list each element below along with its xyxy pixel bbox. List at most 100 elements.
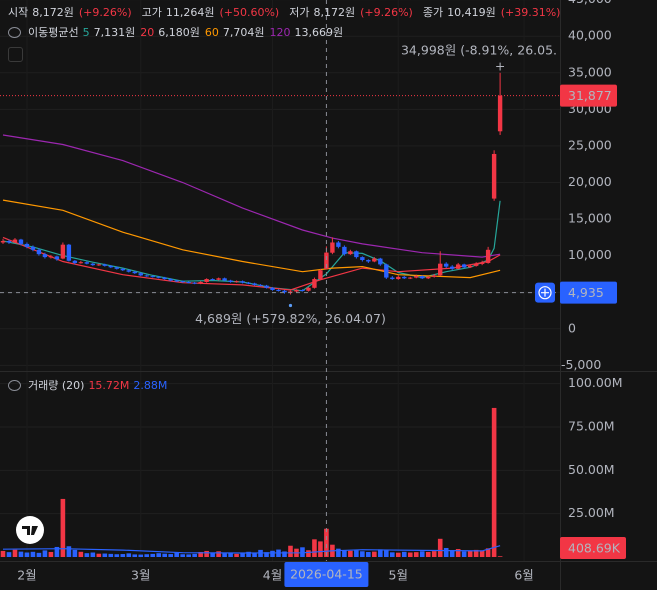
crosshair-x-label: 2026-04-15 bbox=[290, 567, 363, 582]
ohlc-change: (+39.31%) bbox=[500, 5, 561, 19]
candle-body bbox=[336, 242, 341, 247]
candle-body bbox=[420, 276, 425, 279]
visibility-icon[interactable] bbox=[8, 26, 21, 38]
volume-bar bbox=[264, 552, 269, 557]
volume-bar bbox=[90, 552, 96, 557]
candle-body bbox=[12, 239, 18, 243]
candle-body bbox=[216, 278, 221, 280]
x-tick-label: 3월 bbox=[131, 568, 150, 583]
volume-bar bbox=[234, 553, 239, 557]
volume-bar bbox=[30, 551, 36, 557]
visibility-icon[interactable] bbox=[8, 379, 21, 391]
volume-bar bbox=[186, 554, 191, 557]
candle-body bbox=[228, 280, 233, 282]
volume-bar bbox=[473, 549, 479, 557]
candle-body bbox=[288, 291, 293, 293]
x-tick-label: 5월 bbox=[389, 568, 408, 583]
ma-legend: 이동평균선 5 7,131원 20 6,180원 60 7,704원 120 13,669원 bbox=[8, 24, 344, 40]
volume-bar bbox=[378, 549, 383, 557]
crosshair-y-badge bbox=[560, 281, 617, 304]
last-volume-label: 408.69K bbox=[568, 541, 621, 556]
add-alert-icon bbox=[538, 286, 552, 300]
y-tick-label: 10,000 bbox=[568, 247, 612, 262]
volume-bar bbox=[72, 549, 78, 557]
volume-bar bbox=[168, 554, 173, 557]
volume-bar bbox=[306, 550, 311, 557]
candle-body bbox=[72, 260, 78, 263]
last-price-badge bbox=[560, 84, 617, 107]
volume-bar bbox=[342, 550, 347, 557]
y-tick-label: -5,000 bbox=[561, 357, 601, 372]
volume-bar bbox=[425, 551, 431, 557]
candle-body bbox=[276, 290, 281, 292]
candle-body bbox=[294, 290, 299, 292]
candle-body bbox=[174, 280, 179, 282]
volume-bar bbox=[78, 551, 84, 557]
volume-bar bbox=[180, 554, 185, 557]
high-marker: + bbox=[495, 58, 505, 73]
candle-body bbox=[150, 276, 155, 278]
y-tick-label: 40,000 bbox=[568, 28, 612, 43]
candle-body bbox=[198, 281, 203, 284]
candle-body bbox=[102, 264, 108, 266]
candle-body bbox=[342, 246, 347, 255]
low-note: 4,689원 (+579.82%, 26.04.07) bbox=[195, 311, 386, 326]
y-tick-label: 20,000 bbox=[568, 174, 612, 189]
y-tick-label: 0 bbox=[568, 320, 576, 335]
candle-body bbox=[66, 244, 72, 261]
ma-value: 7,131원 bbox=[93, 26, 136, 39]
candle-body bbox=[222, 278, 227, 281]
candle-body bbox=[414, 276, 419, 278]
candle-body bbox=[144, 275, 149, 277]
volume-legend: 거래량 (20) 15.72M 2.88M bbox=[8, 377, 167, 393]
volume-bar bbox=[389, 552, 395, 557]
volume-bar bbox=[443, 547, 449, 557]
ma-value: 13,669원 bbox=[294, 26, 344, 39]
candle-body bbox=[426, 276, 431, 279]
ohlc-change: (+50.60%) bbox=[219, 5, 280, 19]
ma-period: 20 bbox=[140, 25, 155, 39]
candle-body bbox=[6, 241, 12, 243]
volume-bar bbox=[210, 552, 215, 557]
volume-bar bbox=[222, 553, 227, 557]
candle-body bbox=[54, 256, 60, 260]
candle-body bbox=[132, 271, 137, 274]
collapse-button[interactable] bbox=[8, 47, 23, 62]
volume-bar bbox=[252, 552, 257, 557]
ohlc-change: (+9.26%) bbox=[78, 5, 132, 19]
candle-body bbox=[168, 279, 173, 281]
ohlc-value: 10,419원 bbox=[447, 6, 496, 19]
volume-bar bbox=[497, 556, 503, 557]
volume-bar bbox=[162, 553, 168, 557]
high-note: 34,998원 (-8.91%, 26.05. bbox=[401, 42, 557, 57]
volume-bar bbox=[318, 541, 323, 557]
volume-bar bbox=[204, 550, 209, 557]
candle-body bbox=[48, 256, 54, 258]
last-volume-badge bbox=[560, 537, 626, 559]
candle-body bbox=[84, 262, 90, 264]
candle-body bbox=[402, 276, 407, 279]
candle-body bbox=[384, 264, 389, 278]
ohlc-value: 8,172원 bbox=[32, 6, 74, 19]
volume-bar bbox=[216, 551, 221, 557]
candle-body bbox=[192, 282, 197, 284]
candle-body bbox=[479, 262, 485, 264]
volume-bar bbox=[54, 546, 60, 557]
volume-bar bbox=[66, 546, 72, 557]
candle-body bbox=[270, 287, 275, 291]
volume-bar bbox=[384, 550, 389, 557]
volume-bar bbox=[348, 550, 353, 557]
candle-body bbox=[90, 263, 96, 266]
volume-bar bbox=[419, 551, 425, 557]
ma-value: 7,704원 bbox=[222, 26, 265, 39]
volume-tick-label: 50.00M bbox=[568, 462, 615, 477]
y-tick-label: 25,000 bbox=[568, 137, 612, 152]
candle-body bbox=[306, 287, 311, 291]
logo-mark bbox=[22, 526, 38, 535]
axes: 45,00040,00035,00030,00025,00020,00015,0… bbox=[17, 0, 622, 583]
volume-title: 거래량 (20) bbox=[28, 379, 85, 392]
volume-bar bbox=[114, 554, 120, 557]
volume-bar bbox=[479, 550, 485, 557]
candle-body bbox=[461, 264, 467, 268]
x-tick-label: 4월 bbox=[263, 568, 282, 583]
